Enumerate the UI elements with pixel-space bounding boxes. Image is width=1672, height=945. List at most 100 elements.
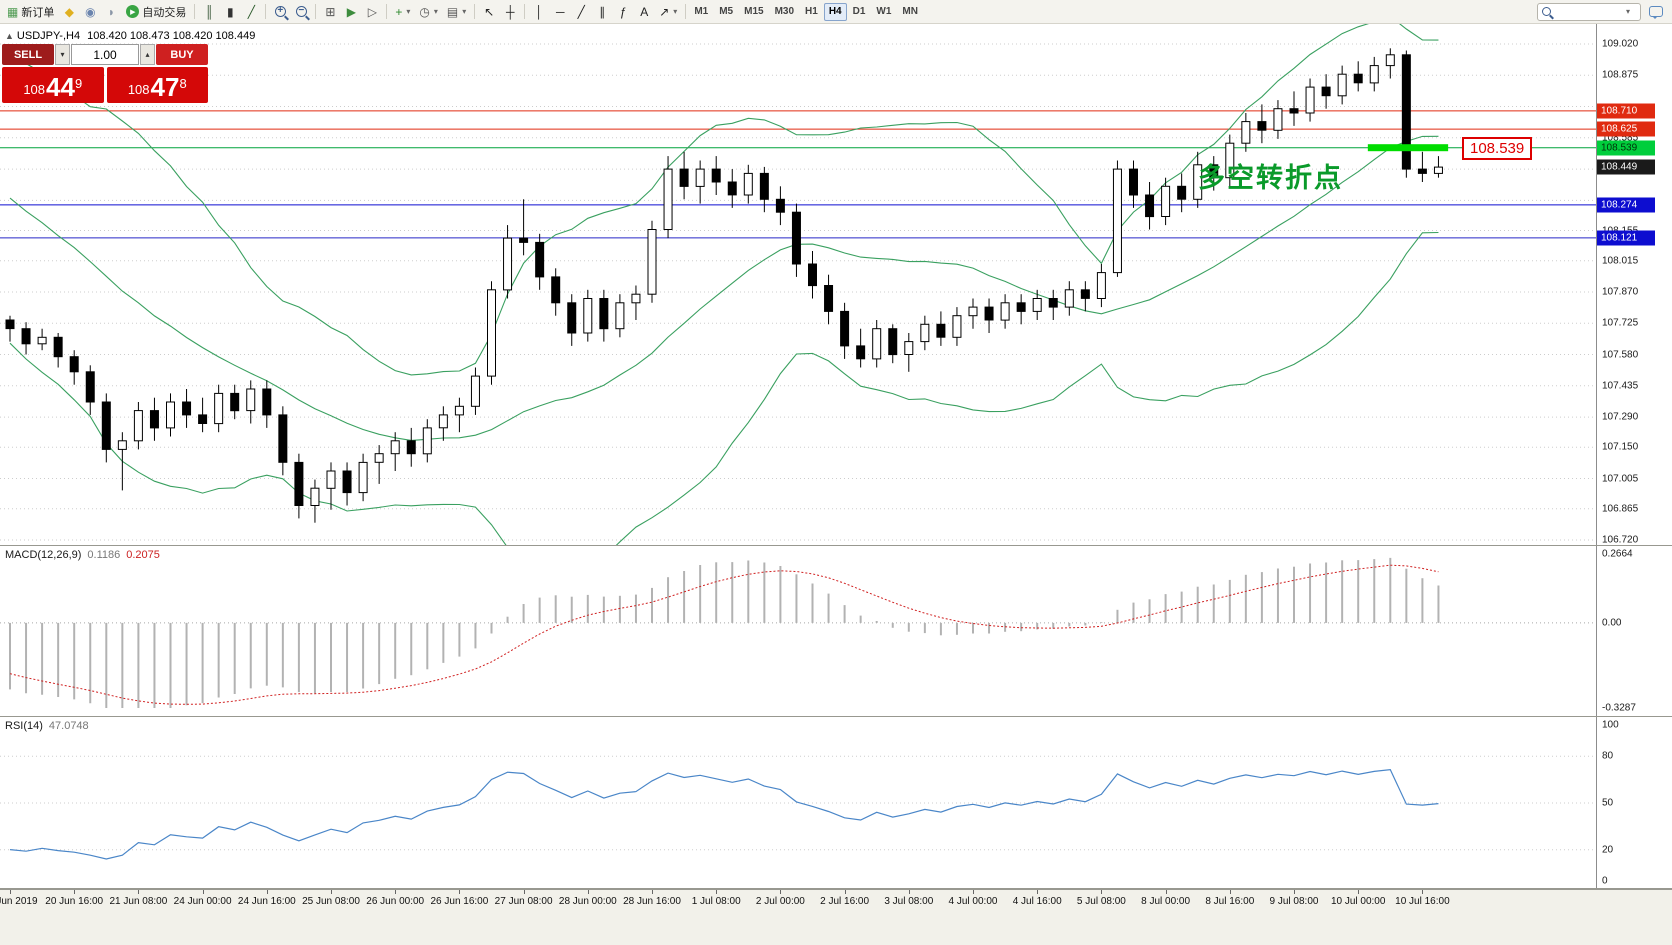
panel-splitter[interactable]: [0, 545, 1672, 546]
time-tick: [1294, 890, 1295, 894]
trendline-button[interactable]: ╱: [571, 2, 591, 22]
time-axis[interactable]: 20 Jun 2019 20 Jun 16:00 21 Jun 08:00 24 Ju…: [0, 889, 1672, 945]
rsi-tick: 0: [1602, 875, 1608, 887]
periods-button[interactable]: ◷ ▾: [415, 2, 442, 22]
time-label: 5 Jul 08:00: [1076, 896, 1126, 907]
candle-chart-button[interactable]: ▮: [220, 2, 240, 22]
volume-input[interactable]: [71, 44, 139, 65]
fibonacci-icon: ƒ: [619, 4, 627, 19]
channel-button[interactable]: ∥: [592, 2, 612, 22]
chart-shift-button[interactable]: ▷: [362, 2, 382, 22]
timeframe-m15-button[interactable]: M15: [744, 6, 764, 17]
buy-button[interactable]: BUY: [156, 44, 208, 65]
timeframe-m1-button[interactable]: M1: [694, 6, 709, 17]
autotrade-label: 自动交易: [142, 6, 187, 19]
time-tick: [973, 890, 974, 894]
macd-tick: -0.3287: [1602, 702, 1636, 714]
toolbar-separator: [386, 4, 388, 19]
price-callout-label[interactable]: 108.539: [1462, 137, 1533, 160]
volume-increase-button[interactable]: ▴: [140, 44, 155, 65]
timeframe-h4-button[interactable]: H4: [823, 2, 847, 21]
time-tick: [395, 890, 397, 894]
highlight-segment[interactable]: [1367, 144, 1449, 152]
news-icon: ◗: [107, 4, 115, 19]
candlesticks: [5, 48, 1443, 523]
search-box[interactable]: ▾: [1537, 2, 1641, 21]
price-tick: 107.150: [1602, 441, 1639, 453]
templates-button[interactable]: ▤ ▾: [443, 2, 470, 22]
bar-chart-button[interactable]: ║: [199, 2, 219, 22]
auto-scroll-button[interactable]: ▶: [341, 2, 361, 22]
timeframe-m30-button[interactable]: M30: [774, 6, 795, 17]
toolbar-buttons: ▦ 新订单 ◆ ◉ ◗ ▶ 自动交易 ║ ▮ ╱ + − ⊞ ▶ ▷ + ▾ ◷ ▾ ▤ ▾ ↖ ┼ │ ─ ╱ ∥ ƒ A ↗ ▾: [3, 0, 689, 24]
ask-point: 8: [179, 76, 187, 91]
macd-chart[interactable]: [0, 546, 1596, 716]
new-order-button[interactable]: ▦ 新订单: [3, 2, 58, 22]
timeframe-m5-button[interactable]: M5: [719, 6, 734, 17]
indicators-button[interactable]: + ▾: [391, 2, 414, 22]
order-form-icon: ▦: [7, 4, 19, 19]
rsi-tick: 50: [1602, 797, 1614, 809]
arrows-dropdown-icon[interactable]: ▾: [673, 7, 678, 16]
zoom-out-icon: −: [295, 6, 307, 17]
zoom-out-button[interactable]: −: [291, 2, 311, 22]
time-label: 26 Jun 16:00: [430, 896, 489, 907]
timeframe-h1-button[interactable]: H1: [805, 6, 818, 17]
rsi-value: 47.0748: [48, 720, 89, 732]
profile-button[interactable]: ◉: [80, 2, 100, 22]
vertical-line-button[interactable]: │: [529, 2, 549, 22]
price-axis[interactable]: 109.020108.875108.585108.155108.015107.8…: [1596, 24, 1672, 888]
rsi-header: RSI(14) 47.0748: [5, 720, 89, 732]
zoom-in-button[interactable]: +: [270, 2, 290, 22]
hline-icon: ─: [555, 4, 565, 19]
toolbar-separator: [474, 4, 476, 19]
annotation-text[interactable]: 多空转折点: [1198, 163, 1343, 193]
panel-splitter[interactable]: [0, 716, 1672, 717]
templates-dropdown-icon[interactable]: ▾: [462, 7, 467, 16]
time-label: 26 Jun 00:00: [366, 896, 425, 907]
indicators-dropdown-icon[interactable]: ▾: [406, 7, 411, 16]
buy-quote-button[interactable]: 108 47 8: [106, 67, 208, 103]
toolbar-separator: [524, 4, 526, 19]
time-tick: [844, 890, 846, 894]
time-label: 1 Jul 08:00: [691, 896, 741, 907]
symbol-period-label: USDJPY-,H4: [16, 30, 81, 42]
time-tick: [587, 890, 589, 894]
sell-button[interactable]: SELL: [2, 44, 54, 65]
line-chart-button[interactable]: ╱: [241, 2, 261, 22]
price-tick: 107.005: [1602, 473, 1639, 484]
search-dropdown-icon[interactable]: ▾: [1626, 7, 1631, 16]
panel-splitter[interactable]: [0, 888, 1672, 889]
autotrade-button[interactable]: ▶ 自动交易: [122, 2, 190, 22]
mql5-button[interactable]: ◆: [59, 2, 79, 22]
tile-windows-button[interactable]: ⊞: [320, 2, 340, 22]
timeframe-w1-button[interactable]: W1: [876, 6, 892, 17]
arrows-button[interactable]: ↗ ▾: [655, 2, 681, 22]
tile-icon: ⊞: [325, 4, 336, 19]
rsi-tick: 100: [1602, 719, 1619, 731]
macd-header: MACD(12,26,9) 0.1186 0.2075: [5, 549, 160, 561]
community-chat-icon[interactable]: [1649, 6, 1663, 19]
price-line-label: 108.625: [1597, 121, 1655, 137]
timeframe-mn-button[interactable]: MN: [902, 6, 918, 17]
cursor-button[interactable]: ↖: [479, 2, 499, 22]
time-label: 2 Jul 16:00: [820, 896, 870, 907]
time-label: 28 Jun 00:00: [558, 896, 617, 907]
volume-decrease-button[interactable]: ▾: [55, 44, 70, 65]
rsi-chart[interactable]: [0, 717, 1596, 888]
search-input[interactable]: [1555, 5, 1621, 18]
timeframe-d1-button[interactable]: D1: [852, 6, 866, 17]
horizontal-line-button[interactable]: ─: [550, 2, 570, 22]
one-click-toggle-icon[interactable]: ▲: [5, 31, 14, 41]
news-button[interactable]: ◗: [101, 2, 121, 22]
price-chart[interactable]: [0, 24, 1596, 545]
time-tick: [908, 890, 910, 894]
time-label: 8 Jul 16:00: [1205, 896, 1255, 907]
crosshair-button[interactable]: ┼: [500, 2, 520, 22]
text-button[interactable]: A: [634, 2, 654, 22]
sell-quote-button[interactable]: 108 44 9: [2, 67, 104, 103]
time-label: 2 Jul 00:00: [755, 896, 805, 907]
fibonacci-button[interactable]: ƒ: [613, 2, 633, 22]
time-tick: [1229, 890, 1231, 894]
periods-dropdown-icon[interactable]: ▾: [433, 7, 438, 16]
